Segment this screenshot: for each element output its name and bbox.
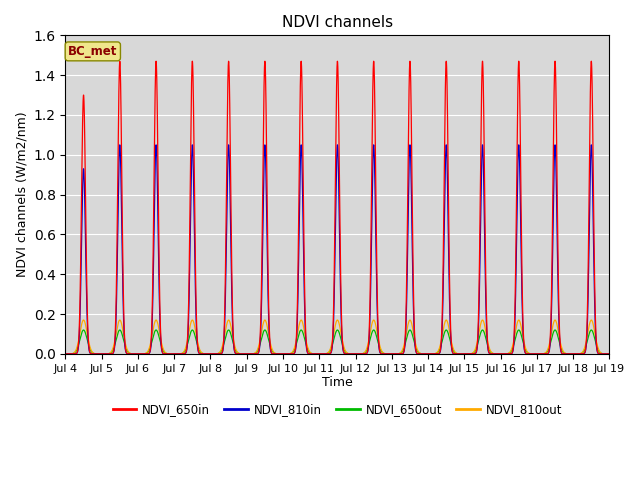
NDVI_810out — [172, 351, 180, 357]
Text: BC_met: BC_met — [68, 45, 118, 58]
NDVI_810in — [413, 350, 420, 356]
NDVI_810in — [490, 351, 497, 357]
NDVI_810in — [61, 351, 69, 357]
NDVI_650in — [61, 351, 69, 357]
NDVI_650out — [61, 351, 69, 357]
NDVI_650out — [265, 339, 273, 345]
NDVI_650in — [172, 351, 180, 357]
Title: NDVI channels: NDVI channels — [282, 15, 393, 30]
NDVI_650out — [413, 346, 420, 352]
NDVI_650out — [490, 351, 497, 357]
NDVI_810out — [490, 351, 497, 357]
Y-axis label: NDVI channels (W/m2/nm): NDVI channels (W/m2/nm) — [15, 112, 28, 277]
NDVI_650out — [605, 351, 613, 357]
X-axis label: Time: Time — [322, 376, 353, 389]
NDVI_810in — [605, 351, 613, 357]
NDVI_650out — [172, 351, 180, 357]
NDVI_650in — [265, 318, 273, 324]
Line: NDVI_650in: NDVI_650in — [65, 61, 609, 354]
NDVI_810in — [178, 351, 186, 357]
NDVI_810out — [178, 350, 186, 356]
NDVI_650out — [604, 351, 611, 357]
NDVI_650out — [178, 351, 186, 357]
NDVI_650in — [604, 351, 611, 357]
NDVI_810out — [80, 317, 88, 323]
NDVI_810out — [413, 344, 420, 350]
NDVI_650in — [413, 349, 420, 355]
NDVI_810in — [265, 327, 273, 333]
NDVI_650in — [605, 351, 613, 357]
Line: NDVI_650out: NDVI_650out — [65, 330, 609, 354]
NDVI_810out — [61, 351, 69, 357]
Line: NDVI_810out: NDVI_810out — [65, 320, 609, 354]
NDVI_650in — [178, 351, 186, 357]
NDVI_810in — [588, 142, 595, 148]
NDVI_810in — [172, 351, 180, 357]
NDVI_810out — [605, 351, 613, 357]
NDVI_810in — [604, 351, 611, 357]
NDVI_650in — [588, 59, 595, 64]
NDVI_810out — [604, 351, 611, 357]
Legend: NDVI_650in, NDVI_810in, NDVI_650out, NDVI_810out: NDVI_650in, NDVI_810in, NDVI_650out, NDV… — [108, 398, 567, 420]
NDVI_650in — [490, 351, 497, 357]
NDVI_810out — [265, 334, 273, 340]
NDVI_650out — [80, 327, 88, 333]
Line: NDVI_810in: NDVI_810in — [65, 145, 609, 354]
